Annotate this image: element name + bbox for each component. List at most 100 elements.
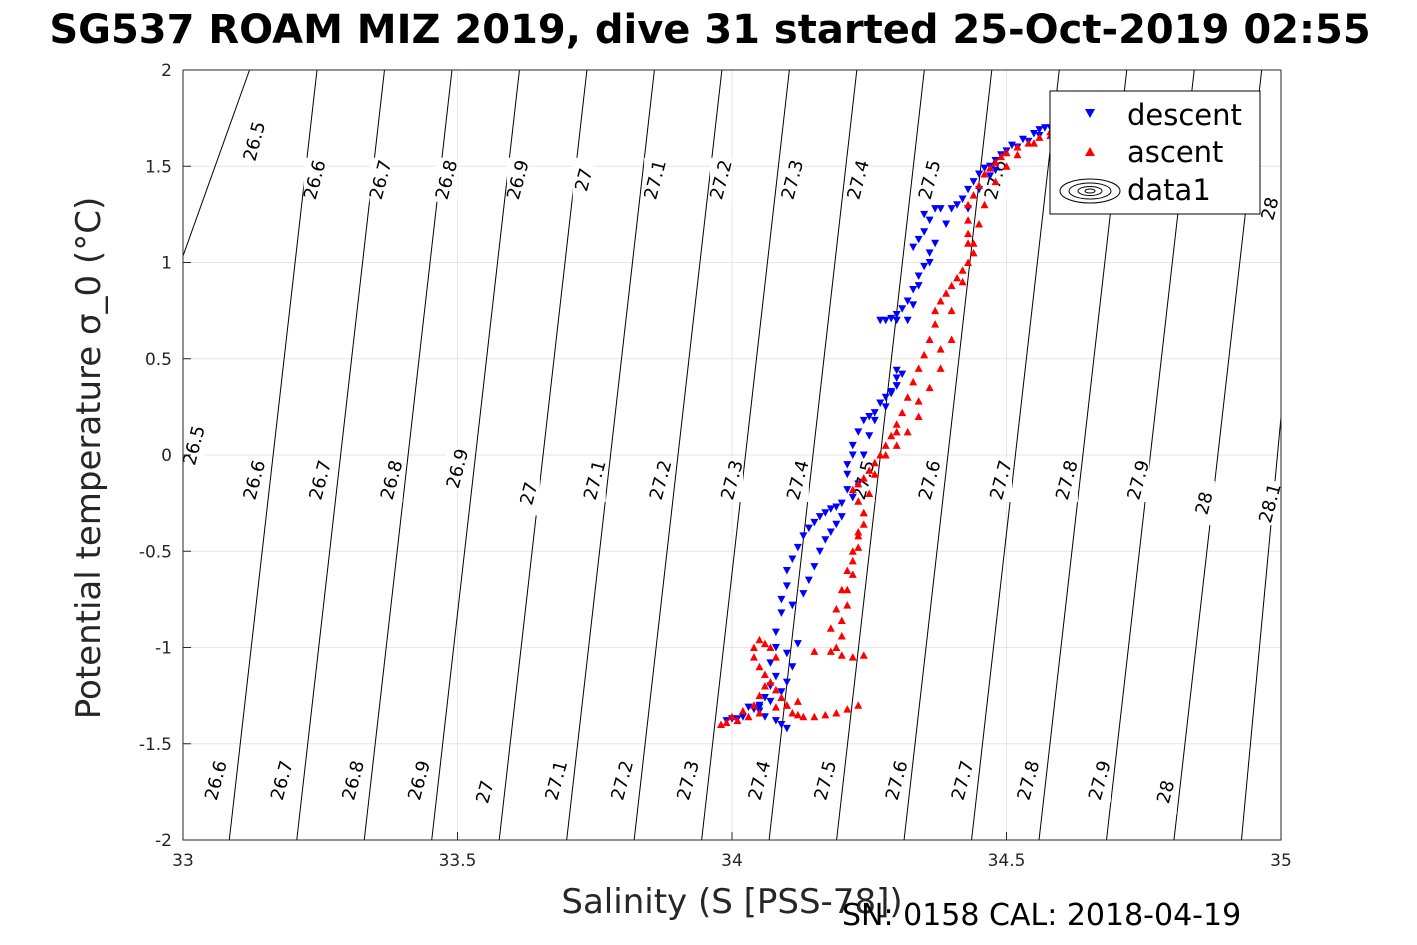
ascent-point bbox=[887, 431, 896, 440]
descent-point bbox=[859, 416, 868, 425]
descent-point bbox=[925, 249, 934, 257]
descent-point bbox=[892, 382, 901, 390]
contour-label-bg bbox=[309, 458, 332, 503]
contour-label-bg bbox=[1017, 758, 1040, 803]
ascent-point bbox=[876, 451, 885, 459]
ascent-point bbox=[722, 718, 731, 727]
legend-box bbox=[1049, 90, 1261, 215]
descent-point bbox=[777, 595, 786, 604]
ascent-point bbox=[854, 543, 863, 551]
descent-point bbox=[804, 576, 813, 585]
ascent-point bbox=[859, 474, 868, 482]
ascent-point bbox=[854, 497, 863, 505]
descent-point bbox=[782, 582, 791, 590]
axis-ticks: 33 33.5 34 34.5 35 -2 -1.5 -1 -0.5 0 0.5 1 1.5 2 bbox=[139, 61, 1292, 871]
descent-point bbox=[771, 644, 780, 652]
descent-point bbox=[931, 205, 940, 213]
legend-contour-icon bbox=[1059, 178, 1121, 204]
descent-point bbox=[925, 259, 934, 267]
ascent-point bbox=[931, 320, 940, 328]
ascent-point bbox=[837, 651, 846, 659]
ascent-point bbox=[997, 152, 1006, 161]
descent-point bbox=[848, 493, 857, 502]
contour-label-bg bbox=[545, 758, 568, 803]
descent-point bbox=[892, 366, 901, 375]
ascent-point bbox=[947, 281, 956, 290]
contour-label-bg bbox=[473, 769, 496, 814]
contour-label-bg bbox=[710, 157, 733, 202]
y-tick-label: -1.5 bbox=[139, 735, 172, 755]
legend-data1-label: data1 bbox=[1127, 173, 1211, 207]
legend-descent-marker bbox=[1085, 109, 1095, 118]
ascent-point bbox=[870, 470, 879, 478]
ascent-point bbox=[920, 350, 929, 359]
ascent-point bbox=[1024, 139, 1033, 147]
legend-ascent-marker bbox=[1085, 147, 1095, 156]
descent-point bbox=[799, 590, 808, 598]
ascent-point bbox=[892, 427, 901, 436]
ascent-point bbox=[843, 566, 852, 574]
ascent-point bbox=[832, 605, 841, 613]
x-tick-label: 34 bbox=[721, 851, 743, 871]
ascent-point bbox=[788, 708, 797, 717]
ascent-point bbox=[914, 412, 923, 420]
ascent-point bbox=[1035, 133, 1044, 141]
descent-point bbox=[881, 393, 890, 402]
descent-point bbox=[892, 316, 901, 325]
descent-point bbox=[1007, 141, 1016, 150]
contour-label-bg bbox=[1259, 186, 1282, 231]
ascent-point bbox=[964, 239, 973, 247]
descent-point bbox=[887, 314, 896, 323]
footer-serial-cal: SN: 0158 CAL: 2018-04-19 bbox=[842, 898, 1242, 933]
descent-point bbox=[832, 503, 841, 511]
ascent-point bbox=[964, 229, 973, 238]
descent-point bbox=[903, 316, 912, 325]
ascent-point bbox=[848, 547, 857, 555]
ascent-point bbox=[980, 169, 989, 178]
contour-label-bg bbox=[182, 423, 205, 468]
x-axis-label: Salinity (S [PSS-78]) bbox=[561, 882, 902, 922]
descent-point bbox=[870, 416, 879, 425]
descent-point bbox=[788, 555, 797, 563]
ascent-point bbox=[1029, 139, 1038, 147]
contour-label-bg bbox=[1127, 458, 1150, 503]
contour-label-bg bbox=[408, 758, 431, 803]
contour-label-bg bbox=[204, 758, 227, 803]
ascent-point bbox=[903, 427, 912, 436]
descent-point bbox=[980, 164, 989, 173]
density-contour-line bbox=[701, 69, 790, 841]
ascent-point bbox=[810, 647, 819, 655]
density-contour-line bbox=[498, 69, 588, 841]
descent-point bbox=[892, 374, 901, 382]
ascent-point bbox=[749, 653, 758, 661]
ascent-point bbox=[854, 531, 863, 540]
ascent-point bbox=[848, 570, 857, 578]
x-tick-label: 33 bbox=[172, 851, 194, 871]
ascent-series bbox=[717, 123, 1066, 728]
descent-point bbox=[810, 563, 819, 571]
ascent-point bbox=[1002, 148, 1011, 157]
ascent-point bbox=[892, 420, 901, 428]
legend-descent-label: descent bbox=[1127, 98, 1242, 132]
ascent-point bbox=[1013, 150, 1022, 159]
descent-point bbox=[876, 399, 885, 408]
descent-point bbox=[903, 297, 912, 305]
descent-point bbox=[848, 451, 857, 459]
ascent-point bbox=[810, 712, 819, 721]
ascent-point bbox=[843, 585, 852, 594]
ascent-point bbox=[821, 710, 830, 719]
descent-point bbox=[782, 678, 791, 687]
contour-label-bg bbox=[847, 157, 870, 202]
ascent-point bbox=[914, 364, 923, 372]
descent-point bbox=[826, 528, 835, 536]
ascent-point bbox=[826, 647, 835, 655]
legend: descent ascent data1 bbox=[1049, 90, 1261, 215]
descent-point bbox=[744, 703, 753, 712]
descent-point bbox=[793, 543, 802, 552]
descent-point bbox=[843, 486, 852, 494]
descent-point bbox=[821, 509, 830, 517]
ascent-point bbox=[986, 164, 995, 172]
density-contour-line bbox=[1240, 417, 1282, 841]
ascent-point bbox=[947, 335, 956, 343]
descent-point bbox=[881, 316, 890, 325]
